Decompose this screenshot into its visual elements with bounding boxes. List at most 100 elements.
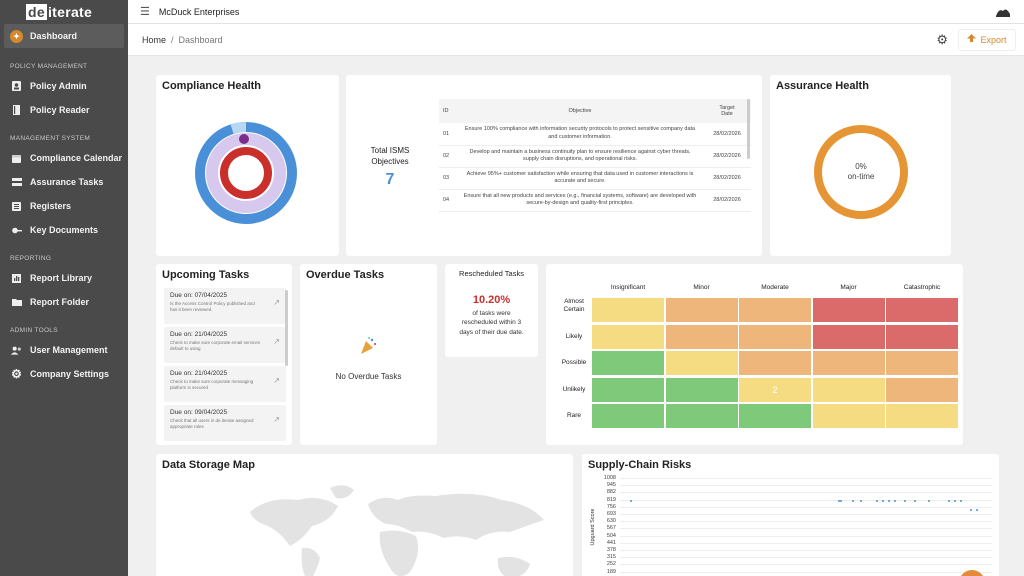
sidebar-item-report-library[interactable]: Report Library [0,266,128,290]
external-link-icon[interactable]: ↗ [273,415,280,424]
external-link-icon[interactable]: ↗ [273,337,280,346]
heatmap-cell[interactable] [886,351,958,375]
gridline [620,550,992,551]
task-item[interactable]: Due on: 21/04/2025 Check to make sure co… [164,327,286,363]
heatmap-cell[interactable] [886,324,958,349]
heatmap-cell[interactable] [592,404,664,428]
task-item[interactable]: Due on: 21/04/2025 Check to make sure co… [164,366,286,402]
table-row[interactable]: 01 Ensure 100% compliance with informatio… [439,123,751,146]
task-item[interactable]: Due on: 09/04/2025 Check that all users … [164,405,286,441]
sidebar-item-report-folder[interactable]: Report Folder [0,290,128,314]
data-point[interactable] [840,499,842,502]
heatmap-cell[interactable] [886,298,958,322]
sidebar-item-company-settings[interactable]: ⚙ Company Settings [11,367,110,381]
heatmap-cell[interactable]: 2 [739,377,811,402]
heatmap-cell[interactable] [812,298,885,322]
compliance-donut-chart[interactable] [194,121,298,225]
heatmap-cell[interactable] [592,377,664,402]
heatmap-cell[interactable] [812,351,885,375]
data-point[interactable] [976,509,978,512]
heatmap-cell[interactable] [665,377,738,402]
data-point[interactable] [882,499,884,502]
table-row[interactable]: 03 Achieve 95%+ customer satisfaction whi… [439,167,751,190]
heatmap-cell[interactable] [886,377,958,402]
assurance-health-card: Assurance Health 0% on-time [770,75,951,256]
heatmap-cell[interactable] [592,324,664,349]
world-map[interactable] [240,474,560,576]
heatmap-cell[interactable] [665,324,738,349]
data-point[interactable] [888,499,890,502]
y-tick-label: 378 [606,547,616,553]
data-storage-map-card: Data Storage Map [156,454,573,576]
sidebar-item-dashboard[interactable]: ✦ Dashboard [4,24,124,48]
data-point[interactable] [852,499,854,502]
settings-gear-icon[interactable]: ⚙ [936,32,948,47]
isms-objectives-card: Total ISMS Objectives 7 ID Objective Tar… [346,75,762,256]
external-link-icon[interactable]: ↗ [273,376,280,385]
data-point[interactable] [860,499,862,502]
y-tick-label: 756 [606,503,616,510]
sidebar-item-policy-reader[interactable]: Policy Reader [0,98,128,122]
breadcrumb-current: Dashboard [178,34,223,45]
heatmap-cell[interactable] [665,351,738,375]
gridline [620,564,992,566]
y-tick-label: 693 [606,511,616,517]
heatmap-row-label: Unlikely [562,385,586,393]
y-tick-label: 945 [606,482,616,489]
gridline [620,542,992,544]
menu-icon[interactable]: ☰ [140,6,150,18]
sidebar-item-compliance-calendar[interactable]: Compliance Calendar [0,146,128,170]
table-row[interactable]: 04 Ensure that all new products and servi… [439,189,751,212]
data-point[interactable] [914,499,916,502]
app-logo[interactable]: de iterate [26,4,93,20]
sidebar-item-policy-admin[interactable]: Policy Admin [0,74,128,98]
heatmap-cell[interactable] [886,404,958,428]
y-tick-label: 504 [606,532,616,539]
isms-label: Total ISMS Objectives [370,146,410,167]
data-point[interactable] [904,499,906,502]
data-point[interactable] [876,499,878,502]
heatmap-cell[interactable] [812,377,885,402]
heatmap-cell[interactable] [739,324,811,349]
sidebar-item-key-documents[interactable]: Key Documents [0,218,128,242]
assurance-ring-chart[interactable] [812,123,910,221]
heatmap-cell[interactable] [739,298,811,322]
party-popper-icon [358,336,378,356]
data-point[interactable] [960,499,962,502]
gridline [620,492,992,494]
heatmap-cell[interactable] [665,404,738,428]
gridline [620,485,992,487]
section-management-system: MANAGEMENT SYSTEM [10,134,91,142]
gridline [620,478,992,479]
tasks-scrollbar[interactable] [285,290,288,366]
heatmap-cell[interactable] [739,404,811,428]
external-link-icon[interactable]: ↗ [273,298,280,307]
column-header-id: ID [439,99,457,123]
table-row[interactable]: 02 Develop and maintain a business contin… [439,145,751,168]
heatmap-cell[interactable] [592,351,664,375]
sidebar-item-registers[interactable]: Registers [0,194,128,218]
heatmap-cell[interactable] [592,298,664,322]
heatmap-cell[interactable] [665,298,738,322]
heatmap-cell[interactable] [812,324,885,349]
company-logo-icon[interactable] [994,5,1012,19]
column-header-target-date: Target Date [703,99,751,123]
data-point[interactable] [970,509,972,512]
data-point[interactable] [838,499,840,502]
data-point[interactable] [954,499,956,502]
data-point[interactable] [948,499,950,502]
breadcrumb-home[interactable]: Home [142,34,167,45]
data-point[interactable] [894,499,896,502]
sidebar-item-assurance-tasks[interactable]: Assurance Tasks [0,170,128,194]
table-scrollbar[interactable] [747,99,750,159]
card-title: Upcoming Tasks [162,269,250,281]
heatmap-row-label: Rare [566,412,582,419]
heatmap-cell[interactable] [812,404,885,428]
export-button[interactable]: Export [958,29,1016,51]
heatmap-cell[interactable] [739,351,811,375]
data-point[interactable] [630,499,632,502]
sidebar-item-user-management[interactable]: User Management [0,338,128,362]
data-point[interactable] [928,499,930,502]
chat-launcher-button[interactable] [959,570,985,576]
task-item[interactable]: Due on: 07/04/2025 Is the Access Control… [164,288,286,324]
